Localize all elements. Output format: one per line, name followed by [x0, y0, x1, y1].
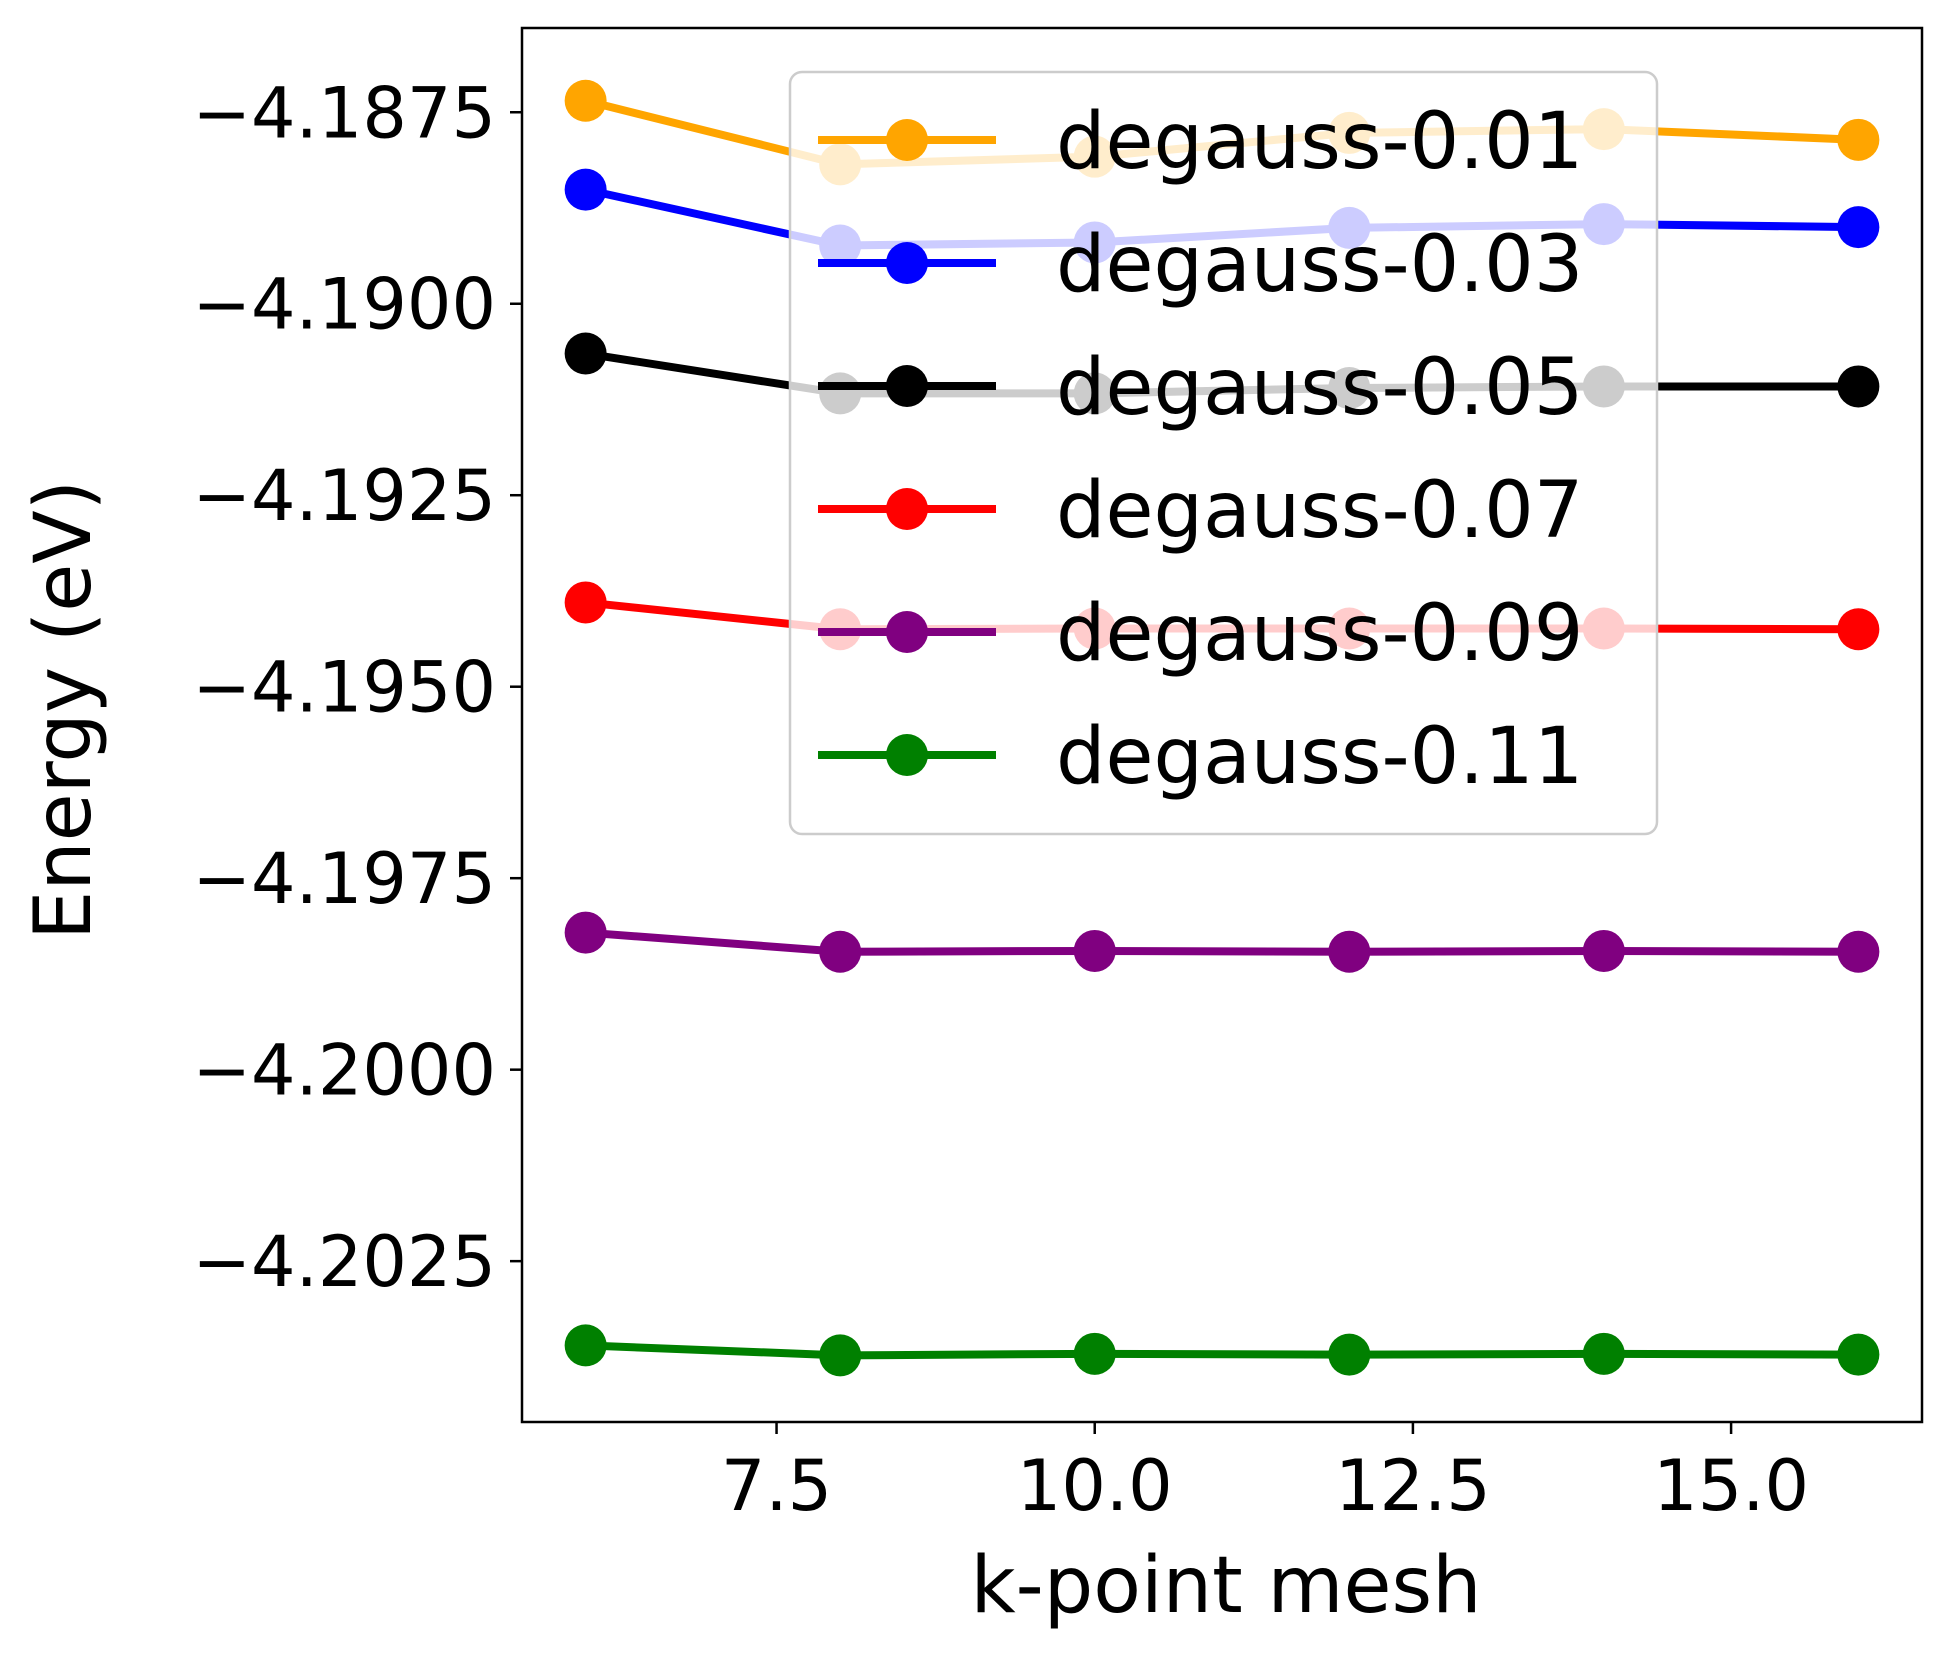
legend-label: degauss-0.11: [1056, 712, 1583, 802]
x-axis: 7.5 10.0 12.5 15.0: [721, 1422, 1809, 1527]
series-degauss-0.11: [564, 1324, 1880, 1377]
data-point: [1837, 365, 1880, 408]
data-point: [1582, 929, 1625, 972]
legend-marker: [886, 611, 928, 653]
legend-item: degauss-0.09: [818, 589, 1583, 679]
data-point: [1837, 206, 1880, 249]
data-point: [564, 79, 607, 122]
x-tick-label: 12.5: [1335, 1445, 1491, 1527]
y-tick-label: −4.1875: [192, 72, 496, 154]
data-point: [1073, 1332, 1116, 1375]
legend-label: degauss-0.03: [1056, 220, 1583, 310]
series-line: [585, 928, 1859, 956]
y-tick-label: −4.1975: [192, 838, 496, 920]
y-tick-label: −4.2000: [192, 1030, 496, 1112]
series-line: [585, 1341, 1859, 1360]
y-axis: −4.1875 −4.1900 −4.1925 −4.1950 −4.1975 −4.20…: [192, 72, 522, 1303]
axes-frame: [520, 26, 1924, 1424]
legend-label: degauss-0.07: [1056, 466, 1583, 556]
data-point: [1582, 1332, 1625, 1375]
data-point: [1837, 608, 1880, 651]
legend-marker: [886, 734, 928, 776]
data-point: [1328, 930, 1371, 973]
legend-item: degauss-0.07: [818, 466, 1583, 556]
data-point: [564, 911, 607, 954]
x-tick-label: 7.5: [721, 1445, 832, 1527]
legend-item: degauss-0.11: [818, 712, 1583, 802]
legend-marker: [886, 365, 928, 407]
data-point: [564, 1324, 607, 1367]
data-point: [819, 1334, 862, 1377]
data-point: [1837, 118, 1880, 161]
y-axis-label: Energy (eV): [19, 480, 109, 940]
legend-label: degauss-0.01: [1056, 97, 1583, 187]
legend-item: degauss-0.05: [818, 343, 1583, 433]
y-tick-label: −4.1900: [192, 264, 496, 346]
legend-label: degauss-0.09: [1056, 589, 1583, 679]
x-tick-label: 15.0: [1653, 1445, 1809, 1527]
data-point: [1073, 929, 1116, 972]
legend: degauss-0.01 degauss-0.03 degauss-0.05 dega…: [788, 70, 1659, 836]
series-degauss-0.09: [564, 911, 1880, 973]
x-axis-label: k-point mesh: [970, 1541, 1481, 1631]
y-tick-label: −4.1950: [192, 647, 496, 729]
legend-marker: [886, 242, 928, 284]
legend-item: degauss-0.03: [818, 220, 1583, 310]
y-tick-label: −4.1925: [192, 455, 496, 537]
data-point: [819, 930, 862, 973]
data-point: [564, 168, 607, 211]
legend-marker: [886, 488, 928, 530]
data-point: [564, 332, 607, 375]
legend-item: degauss-0.01: [818, 97, 1583, 187]
legend-label: degauss-0.05: [1056, 343, 1583, 433]
x-tick-label: 10.0: [1017, 1445, 1173, 1527]
legend-marker: [886, 119, 928, 161]
data-point: [1328, 1333, 1371, 1376]
data-point: [1837, 930, 1880, 973]
data-point: [1837, 1333, 1880, 1376]
data-point: [564, 581, 607, 624]
legend-box: [788, 70, 1659, 836]
y-tick-label: −4.2025: [192, 1221, 496, 1303]
